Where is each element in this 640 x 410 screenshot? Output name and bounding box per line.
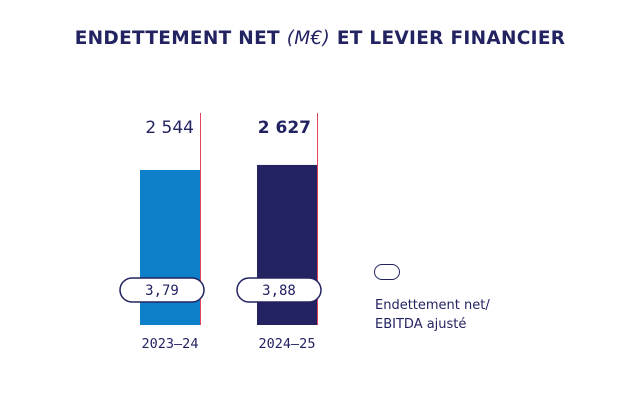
legend-line-1: Endettement net/: [375, 298, 490, 313]
debt-value-label-1: 2 544: [145, 118, 194, 138]
legend-pill-icon: [374, 264, 400, 280]
legend-label: Endettement net/ EBITDA ajusté: [375, 296, 490, 334]
title-unit: (M€): [286, 28, 331, 49]
category-label-2: 2024–25: [259, 336, 316, 352]
leverage-value-label-2: 3,88: [262, 283, 296, 299]
debt-value-label-2: 2 627: [258, 118, 311, 138]
category-label-1: 2023–24: [142, 336, 199, 352]
leverage-pill-2: [236, 277, 322, 303]
chart-title: ENDETTEMENT NET (M€) ET LEVIER FINANCIER: [0, 28, 640, 49]
leverage-value-label-1: 3,79: [145, 283, 179, 299]
title-rest: ET LEVIER FINANCIER: [336, 28, 566, 49]
legend-line-2: EBITDA ajusté: [375, 317, 467, 332]
title-main: ENDETTEMENT NET: [74, 28, 280, 49]
leverage-pill-1: [119, 277, 205, 303]
